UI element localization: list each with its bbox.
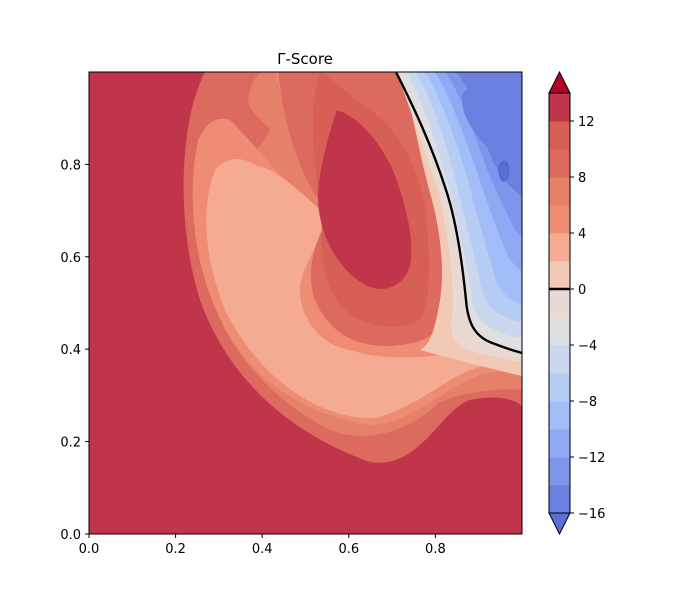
colorbar-band: [549, 345, 570, 374]
plot-area: [89, 72, 522, 534]
colorbar-band: [549, 205, 570, 234]
colorbar-band: [549, 485, 570, 514]
x-tick-label: 0.8: [425, 542, 446, 557]
colorbar-band: [549, 121, 570, 150]
colorbar: −16 −12 −8 −4 0 4 8 12: [548, 70, 605, 536]
colorbar-band: [549, 373, 570, 402]
colorbar-band: [549, 177, 570, 206]
x-tick-label: 0.6: [338, 542, 359, 557]
y-tick-label: 0.6: [60, 251, 81, 266]
colorbar-frame: [548, 93, 571, 513]
x-tick-label: 0.0: [79, 542, 100, 557]
zero-contour-line: [394, 72, 522, 355]
x-tick-label: 0.2: [165, 542, 186, 557]
colorbar-band: [549, 233, 570, 262]
x-tick-label: 0.4: [252, 542, 273, 557]
colorbar-band: [549, 401, 570, 430]
colorbar-band: [549, 317, 570, 346]
colorbar-band: [549, 93, 570, 122]
plot-frame: [88, 71, 523, 535]
colorbar-tick-label: 4: [578, 227, 586, 242]
colorbar-band: [549, 289, 570, 318]
colorbar-tick-label: −16: [578, 507, 605, 522]
colorbar-tick-label: −12: [578, 451, 605, 466]
y-tick-label: 0.4: [60, 343, 81, 358]
colorbar-tick-label: −8: [578, 395, 597, 410]
y-axis: 0.0 0.2 0.4 0.6 0.8: [60, 158, 89, 543]
colorbar-tick-label: 8: [578, 171, 586, 186]
colorbar-tick-label: −4: [578, 339, 597, 354]
contour-band-6: [206, 159, 522, 419]
y-tick-label: 0.8: [60, 158, 81, 173]
x-axis: 0.0 0.2 0.4 0.6 0.8: [79, 534, 446, 557]
colorbar-tick-label: 12: [578, 115, 595, 130]
colorbar-band: [549, 149, 570, 178]
colorbar-extend-max: [548, 70, 571, 94]
colorbar-extend-min: [548, 512, 571, 536]
y-tick-label: 0.2: [60, 436, 81, 451]
y-tick-label: 0.0: [60, 528, 81, 543]
colorbar-band: [549, 457, 570, 486]
chart-title: Γ-Score: [277, 50, 333, 68]
contour-band-neg16: [498, 160, 510, 182]
contour-band-neg14: [461, 84, 522, 158]
colorbar-band: [549, 261, 570, 290]
hot-core: [318, 110, 412, 289]
colorbar-band: [549, 429, 570, 458]
colorbar-tick-label: 0: [578, 283, 586, 298]
